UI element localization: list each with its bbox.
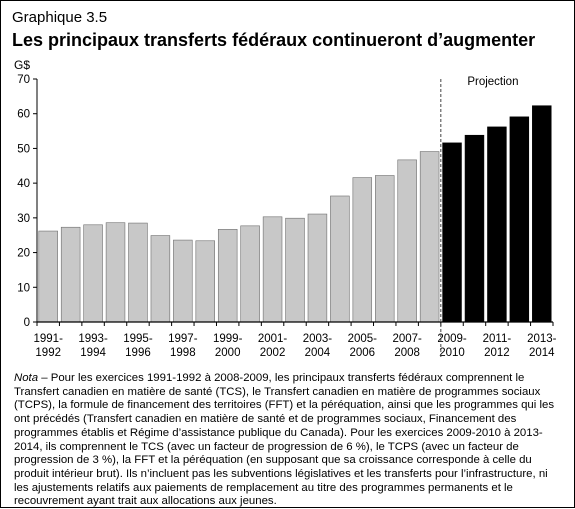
bar [330, 195, 350, 323]
x-tick-label: 1991- [34, 333, 64, 345]
y-axis-label: G$ [14, 58, 30, 72]
x-tick-label: 2007- [392, 333, 422, 345]
x-tick-label: 1993- [78, 333, 108, 345]
note-text: – Pour les exercices 1991-1992 à 2008-20… [14, 372, 555, 508]
x-tick-label: 1996 [125, 347, 151, 359]
y-tick-label: 0 [24, 317, 30, 329]
bar-projection [487, 126, 507, 323]
x-tick-label: 2011- [483, 333, 512, 345]
bar [128, 222, 148, 323]
bar [60, 226, 81, 323]
x-tick-label: 2009- [437, 333, 467, 345]
y-tick-label: 70 [17, 74, 30, 86]
bar [375, 175, 395, 323]
x-tick-label: 1997- [168, 333, 198, 345]
x-tick-label: 2004 [305, 347, 331, 359]
x-tick-label: 2010 [439, 347, 465, 359]
y-tick-label: 20 [17, 248, 30, 260]
x-tick-label: 2008 [394, 347, 420, 359]
y-tick-label: 50 [17, 143, 30, 155]
y-tick-label: 60 [17, 109, 30, 121]
x-tick-label: 2006 [350, 347, 376, 359]
bar-projection [509, 116, 530, 323]
bar [173, 239, 193, 323]
x-tick-label: 2014 [529, 347, 555, 359]
bar [262, 216, 283, 323]
bar [217, 229, 238, 323]
x-tick-label: 1998 [170, 347, 196, 359]
bar [105, 222, 126, 323]
x-tick-label: 2013- [527, 333, 557, 345]
x-tick-label: 2005- [348, 333, 378, 345]
x-tick-label: 2002 [260, 347, 286, 359]
x-tick-label: 1992 [35, 347, 61, 359]
x-tick-label: 2001- [258, 333, 288, 345]
bar [83, 224, 103, 323]
x-tick-label: 2012 [484, 347, 510, 359]
bar-chart: G$ 0 10 20 30 40 50 60 70 1991- 1992 1993- 1994 1995-… [14, 58, 557, 359]
x-tick-label: 2000 [215, 347, 241, 359]
bar [285, 217, 305, 323]
bar [307, 213, 328, 323]
chart-note: Nota – Pour les exercices 1991-1992 à 20… [14, 372, 564, 509]
bar [195, 240, 215, 323]
bar [352, 177, 373, 323]
bar [419, 151, 440, 323]
figure-number: Graphique 3.5 [12, 9, 108, 26]
x-tick-label: 1995- [123, 333, 153, 345]
y-tick-label: 40 [17, 178, 30, 190]
bar-projection [532, 105, 552, 323]
bar-projection [442, 142, 462, 323]
bar [240, 225, 260, 323]
y-tick-label: 30 [17, 213, 30, 225]
note-label: Nota [14, 372, 39, 384]
x-tick-label: 1994 [80, 347, 106, 359]
projection-label: Projection [467, 76, 518, 88]
x-tick-label: 1999- [213, 333, 243, 345]
bar [150, 235, 171, 323]
figure-title: Les principaux transferts fédéraux conti… [12, 30, 536, 50]
bar [38, 230, 58, 323]
bar-projection [464, 134, 485, 323]
y-tick-label: 10 [17, 282, 30, 294]
bar [397, 159, 417, 323]
x-tick-label: 2003- [303, 333, 333, 345]
